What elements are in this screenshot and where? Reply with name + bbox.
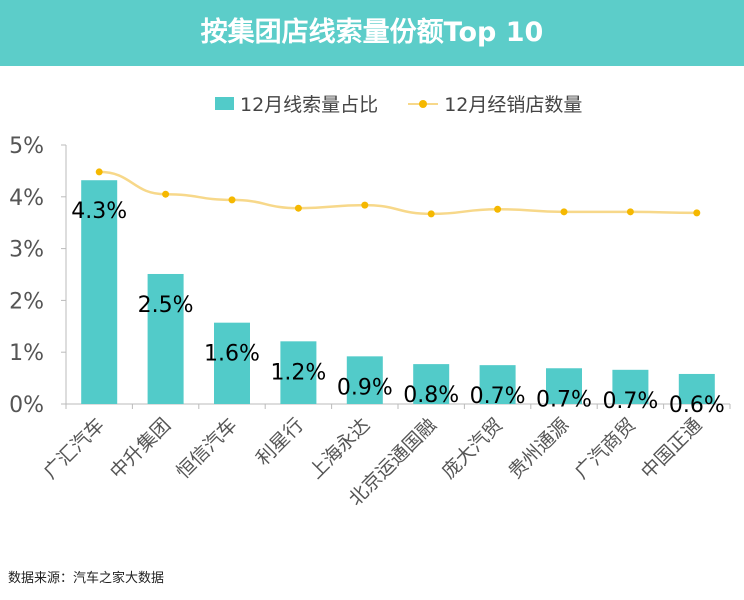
bar [546,368,582,404]
legend-line-label: 12月经销店数量 [444,94,583,116]
x-tick-label: 利星行 [252,414,308,470]
y-tick-label: 5% [9,134,44,159]
line-point [162,190,170,198]
line-point [494,205,502,213]
bar-data-label: 0.6% [669,393,725,418]
bar-data-label: 0.7% [536,387,592,412]
bar-data-label: 2.5% [138,293,194,318]
y-tick-label: 4% [9,186,44,211]
chart-title: 按集团店线索量份额Top 10 [0,0,744,66]
bar [413,364,450,404]
bar-data-label: 4.3% [71,199,127,224]
bar-data-label: 0.9% [337,375,393,400]
x-tick-label: 贵州通源 [504,414,573,483]
legend-bar-label: 12月线索量占比 [240,94,379,116]
bar [346,356,383,404]
bar [147,273,184,404]
chart-plot: 0% 1% 2% 3% 4% 5% 4.3% 广汇汽车 2.5% 中升集团 1.6% 恒信汽车 1.2%… [9,134,731,510]
x-tick-label: 庞大汽贸 [438,414,507,483]
bar-data-label: 0.7% [470,384,526,409]
line-point [228,196,236,204]
line-series [99,170,697,216]
y-tick-label: 0% [9,393,44,418]
bar [479,365,516,404]
bar [280,341,317,404]
line-point [294,204,302,212]
x-tick-label: 广汇汽车 [39,414,108,483]
y-tick-label: 1% [9,341,44,366]
line-point [361,201,369,209]
bar [81,180,118,404]
bar-data-label: 0.7% [602,389,658,414]
bar [678,373,715,404]
bar [612,369,649,404]
line-point [693,209,701,217]
bar-data-label: 1.6% [204,342,260,367]
bar-data-label: 1.2% [270,360,326,385]
x-tick-label: 中国正通 [637,414,706,483]
legend-line-swatch [408,97,439,111]
source-note: 数据来源：汽车之家大数据 [8,571,165,586]
bar-data-label: 0.8% [403,383,459,408]
bar [214,322,250,404]
y-tick-label: 2% [9,289,44,314]
x-tick-label: 广汽商贸 [571,414,640,483]
y-tick-label: 3% [9,238,44,263]
line-point [427,210,435,218]
line-point [95,168,103,176]
x-tick-label: 恒信汽车 [172,414,241,483]
x-tick-label: 上海永达 [305,414,374,483]
line-point [626,208,634,216]
legend-bar-swatch [215,97,234,110]
line-point [560,208,568,216]
legend: 12月线索量占比 12月经销店数量 [215,90,582,117]
x-tick-label: 中升集团 [106,414,175,483]
